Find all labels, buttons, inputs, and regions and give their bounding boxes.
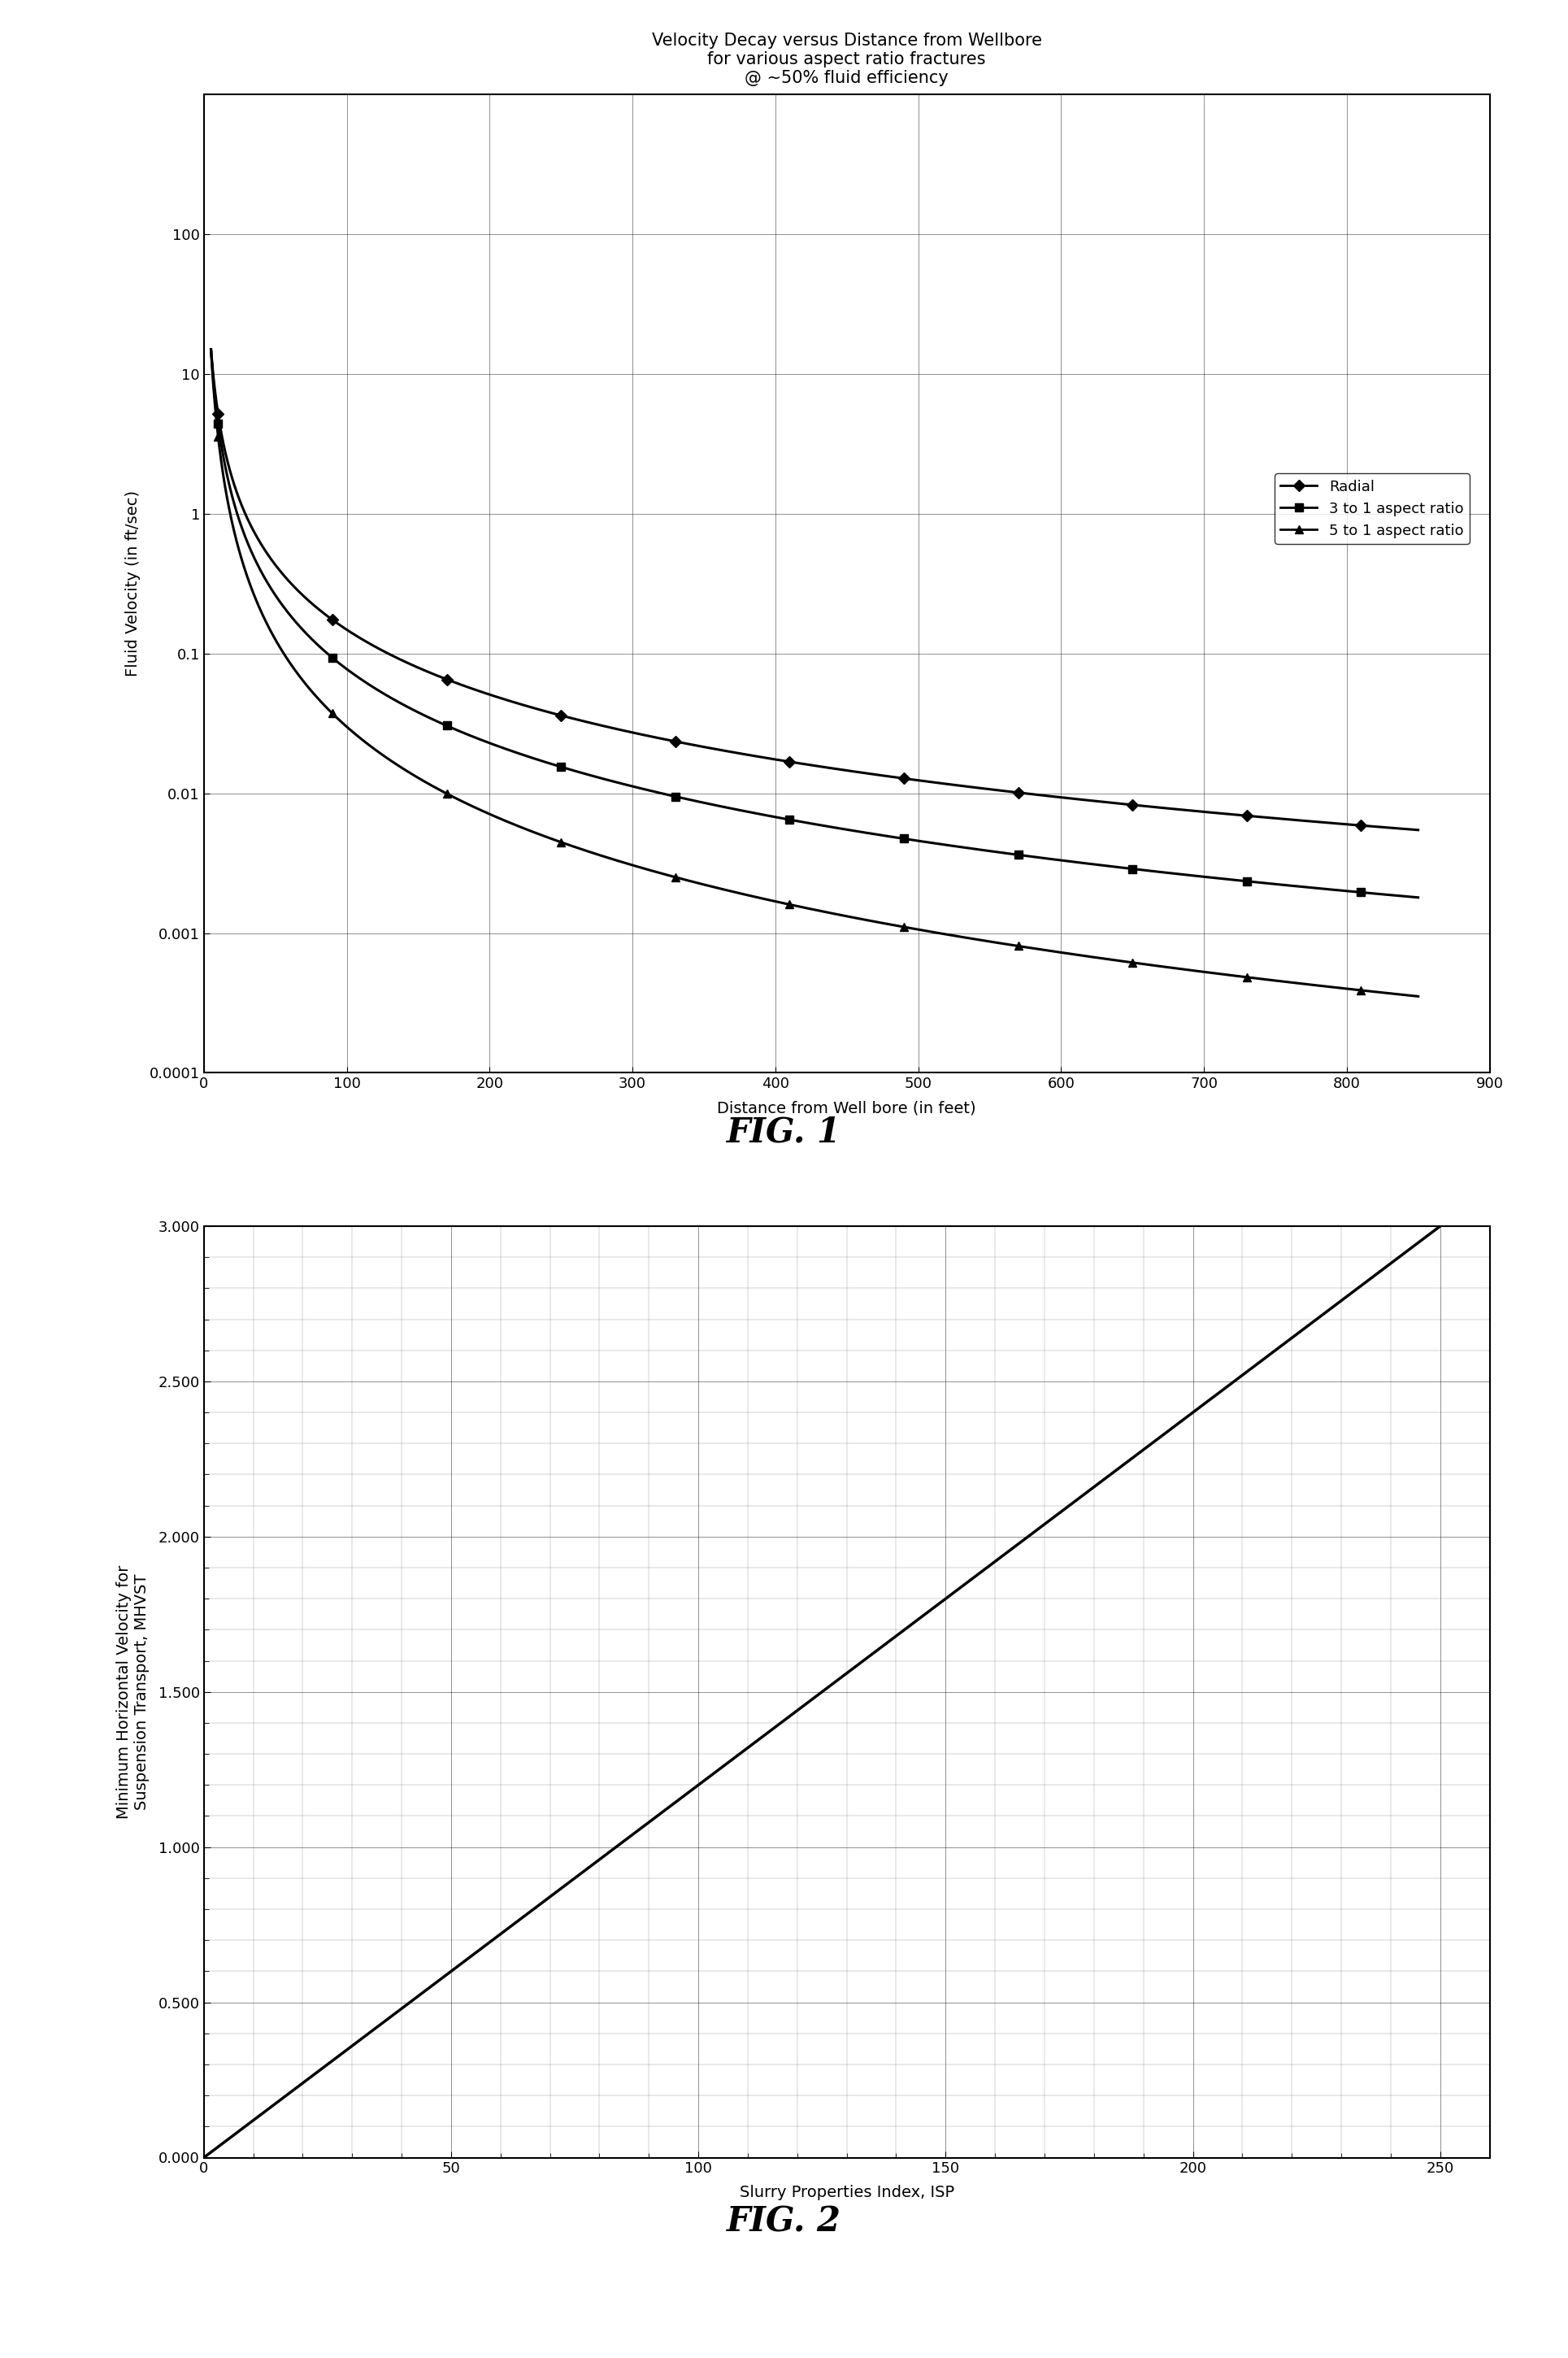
Y-axis label: Minimum Horizontal Velocity for
Suspension Transport, MHVST: Minimum Horizontal Velocity for Suspensi…	[116, 1566, 149, 1818]
X-axis label: Distance from Well bore (in feet): Distance from Well bore (in feet)	[717, 1101, 977, 1115]
Y-axis label: Fluid Velocity (in ft/sec): Fluid Velocity (in ft/sec)	[125, 490, 141, 677]
Title: Velocity Decay versus Distance from Wellbore
for various aspect ratio fractures
: Velocity Decay versus Distance from Well…	[652, 33, 1041, 87]
Text: FIG. 2: FIG. 2	[726, 2205, 842, 2238]
X-axis label: Slurry Properties Index, ISP: Slurry Properties Index, ISP	[740, 2186, 953, 2200]
Text: FIG. 1: FIG. 1	[726, 1115, 842, 1148]
Legend: Radial, 3 to 1 aspect ratio, 5 to 1 aspect ratio: Radial, 3 to 1 aspect ratio, 5 to 1 aspe…	[1275, 474, 1469, 545]
